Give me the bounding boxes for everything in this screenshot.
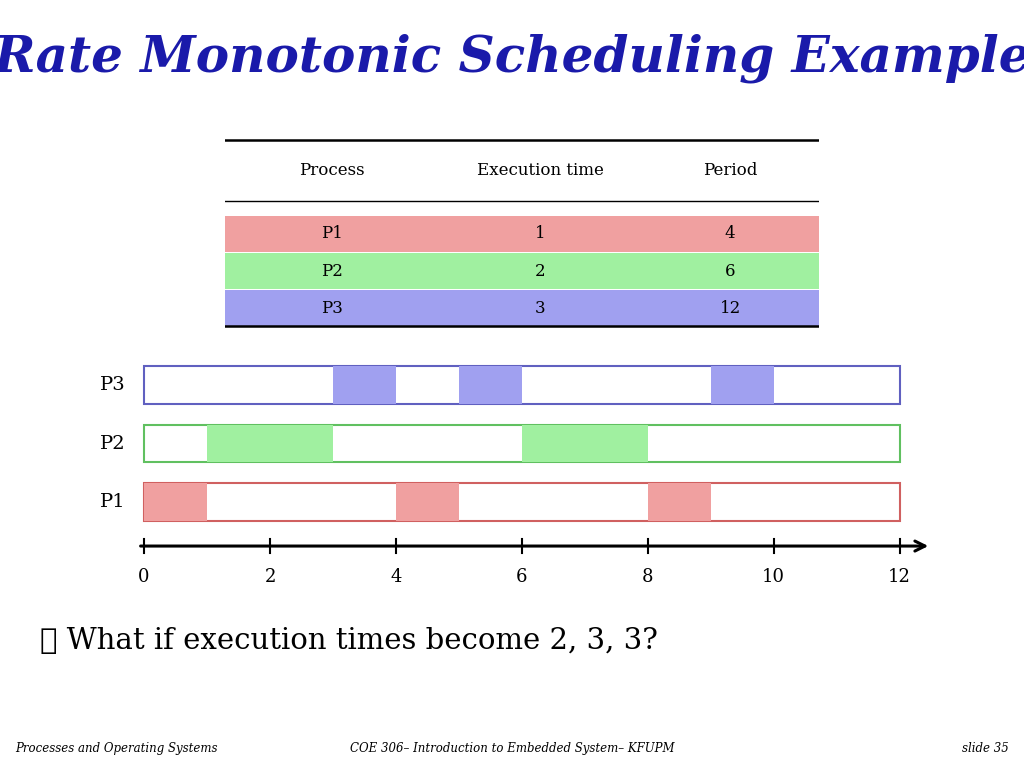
Text: P1: P1 <box>99 492 125 511</box>
Bar <box>522 425 648 462</box>
Text: 12: 12 <box>888 568 911 586</box>
Text: 12: 12 <box>720 300 740 317</box>
Text: P3: P3 <box>99 376 125 395</box>
Text: 10: 10 <box>762 568 785 586</box>
Text: P3: P3 <box>322 300 343 317</box>
Text: Rate Monotonic Scheduling Example: Rate Monotonic Scheduling Example <box>0 33 1024 83</box>
Bar <box>396 483 459 521</box>
Text: 8: 8 <box>642 568 653 586</box>
Text: 4: 4 <box>725 226 735 243</box>
Text: 4: 4 <box>390 568 401 586</box>
Bar <box>144 483 207 521</box>
Text: 2: 2 <box>264 568 275 586</box>
Text: Processes and Operating Systems: Processes and Operating Systems <box>15 742 218 754</box>
Bar <box>711 366 774 404</box>
Text: 0: 0 <box>138 568 150 586</box>
Text: P2: P2 <box>99 435 125 452</box>
Text: Process: Process <box>299 162 365 179</box>
Bar <box>207 425 333 462</box>
Bar <box>225 253 819 290</box>
Bar <box>648 483 711 521</box>
Text: P1: P1 <box>322 226 343 243</box>
Text: P2: P2 <box>322 263 343 280</box>
Bar <box>144 425 900 462</box>
Text: ❖ What if execution times become 2, 3, 3?: ❖ What if execution times become 2, 3, 3… <box>40 627 658 655</box>
Text: Execution time: Execution time <box>476 162 603 179</box>
Text: 1: 1 <box>535 226 546 243</box>
Text: 3: 3 <box>535 300 546 317</box>
Text: COE 306– Introduction to Embedded System– KFUPM: COE 306– Introduction to Embedded System… <box>350 742 674 754</box>
Bar <box>144 483 900 521</box>
Bar <box>144 366 900 404</box>
Text: 6: 6 <box>725 263 735 280</box>
Bar <box>459 366 522 404</box>
Bar <box>333 366 396 404</box>
Text: Period: Period <box>702 162 758 179</box>
Bar <box>225 290 819 326</box>
Text: 6: 6 <box>516 568 527 586</box>
Text: 2: 2 <box>535 263 546 280</box>
Text: slide 35: slide 35 <box>962 742 1009 754</box>
Bar <box>225 216 819 252</box>
